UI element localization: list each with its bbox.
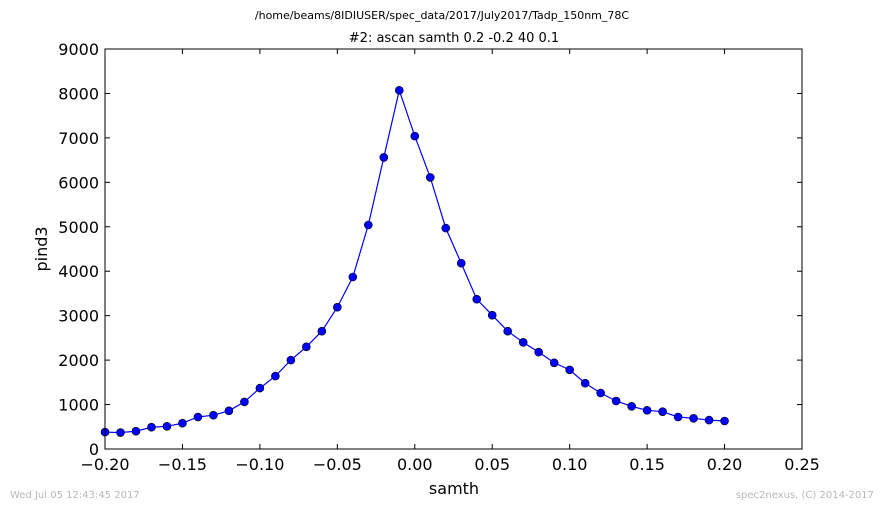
y-tick-label: 8000 [58,84,99,103]
data-point [456,258,466,268]
data-point [704,415,714,425]
data-point [162,422,172,431]
data-point [642,406,652,415]
y-axis-label: pind3 [32,226,51,271]
data-point [333,302,342,312]
data-point [317,326,327,336]
data-point [518,338,528,347]
data-point [364,220,373,230]
axes-frame [104,48,803,450]
x-axis-label: samth [429,479,479,498]
x-tick-label: 0.20 [707,455,743,474]
data-point [147,422,156,432]
data-point [379,153,389,162]
data-point [658,407,667,416]
footer-credit: spec2nexus, (C) 2014-2017 [736,490,874,501]
x-tick-label: 0.00 [397,455,433,474]
chart-suptitle: /home/beams/8IDIUSER/spec_data/2017/July… [255,9,630,22]
data-point [565,365,574,375]
data-point [209,410,218,420]
data-point [425,173,435,182]
y-tick-label: 2000 [58,351,99,370]
data-point [271,371,280,381]
chart-title: #2: ascan samth 0.2 -0.2 40 0.1 [349,31,559,46]
data-point [720,416,729,426]
y-axis: 0 1000 2000 3000 4000 5000 6000 7000 8000 9000 [58,40,802,459]
data-point [255,383,265,393]
data-point [116,428,125,437]
data-point [348,272,358,282]
y-tick-label: 5000 [58,218,99,237]
data-point [611,396,621,406]
data-point [487,310,497,320]
y-tick-label: 4000 [58,262,99,281]
data-point [596,388,605,398]
x-tick-label: 0.10 [552,455,588,474]
data-point [224,406,234,416]
data-point [193,412,203,422]
x-tick-label: −0.05 [313,455,362,474]
data-point [441,223,451,233]
x-tick-label: 0.05 [474,455,510,474]
plot-area [100,86,729,437]
data-point [472,294,482,304]
x-axis: −0.20 −0.15 −0.10 −0.05 0.00 0.05 0.10 0.15 0.20… [80,49,820,474]
data-point [689,414,698,423]
y-tick-label: 6000 [58,173,99,192]
x-tick-label: 0.25 [784,455,820,474]
data-point [534,347,543,357]
y-tick-label: 1000 [58,396,99,415]
y-tick-label: 9000 [58,40,99,59]
data-point [580,378,590,388]
data-point [673,412,683,422]
x-tick-label: 0.15 [629,455,665,474]
y-tick-label: 0 [89,440,99,459]
x-tick-label: −0.15 [158,455,207,474]
data-point [394,86,404,95]
x-tick-label: −0.20 [80,455,129,474]
data-point [627,402,636,411]
data-point [286,355,296,365]
y-tick-label: 7000 [58,129,99,148]
data-point [503,326,513,336]
data-point [240,397,249,407]
series-line [104,88,725,434]
data-point [549,358,559,368]
data-point [131,426,141,436]
y-tick-label: 3000 [58,307,99,326]
data-point [178,418,187,428]
data-point [410,131,420,141]
x-tick-label: −0.10 [235,455,284,474]
footer-timestamp: Wed Jul 05 12:43:45 2017 [10,490,140,501]
data-point [302,342,311,352]
